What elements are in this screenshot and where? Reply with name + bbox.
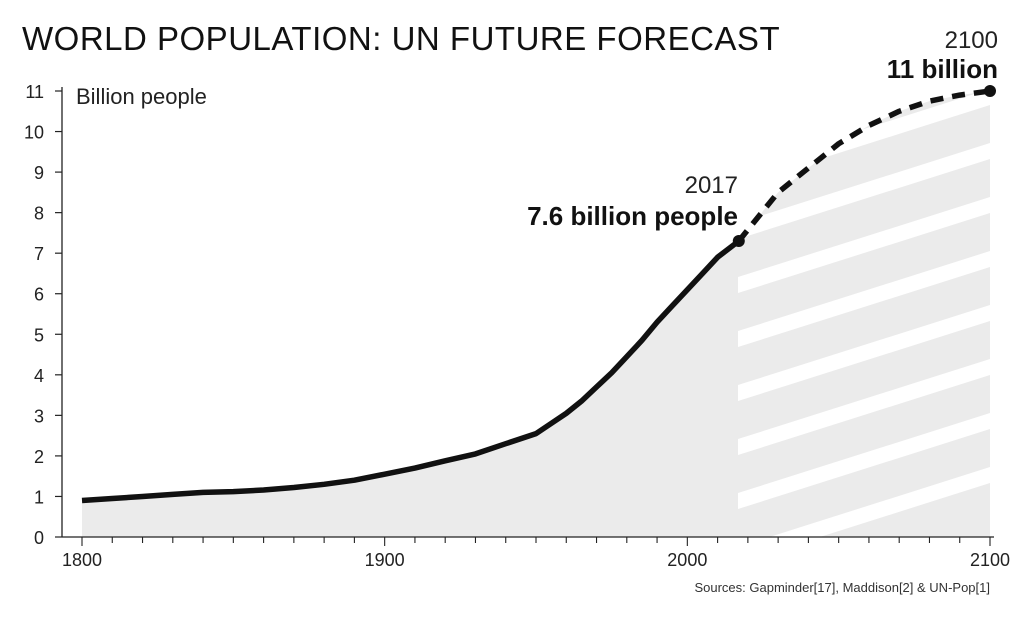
y-tick-label: 6 — [34, 285, 44, 305]
y-axis-label: Billion people — [76, 84, 207, 109]
y-tick-label: 8 — [34, 204, 44, 224]
forecast-stripe — [738, 89, 990, 185]
y-tick-label: 7 — [34, 244, 44, 264]
series-lines — [81, 88, 991, 504]
annotation-2017-year: 2017 — [685, 172, 738, 199]
forecast-stripe — [738, 197, 990, 293]
markers — [732, 85, 996, 248]
area-layer — [82, 91, 990, 537]
forecast-stripe — [738, 359, 990, 455]
point-marker-2017 — [732, 235, 745, 248]
area-fill — [82, 91, 990, 537]
annotation-2100-value: 11 billion — [887, 54, 998, 84]
forecast-stripe — [738, 305, 990, 401]
chart-title: WORLD POPULATION: UN FUTURE FORECAST — [22, 20, 781, 57]
forecast-stripe — [738, 251, 990, 347]
point-marker-2100 — [984, 85, 996, 97]
forecast-stripe — [738, 80, 899, 131]
forecast-stripe — [766, 467, 990, 538]
forecast-line — [736, 88, 991, 243]
x-tick-label: 2000 — [667, 550, 707, 570]
forecast-stripes — [738, 80, 990, 538]
y-tick-label: 3 — [34, 406, 44, 426]
y-tick-label: 10 — [24, 123, 44, 143]
annotation-2100-year: 2100 — [945, 27, 998, 54]
y-tick-label: 0 — [34, 528, 44, 548]
historical-line — [81, 238, 741, 504]
y-tick-label: 9 — [34, 163, 44, 183]
y-tick-label: 5 — [34, 325, 44, 345]
y-tick-label: 2 — [34, 447, 44, 467]
x-tick-label: 2100 — [970, 550, 1010, 570]
annotation-2017-value: 7.6 billion people — [527, 201, 738, 231]
y-tick-label: 4 — [34, 366, 44, 386]
y-tick-label: 1 — [34, 487, 44, 507]
x-tick-label: 1800 — [62, 550, 102, 570]
source-note: Sources: Gapminder[17], Maddison[2] & UN… — [694, 580, 990, 595]
axes: 0 1 2 3 4 5 6 7 8 9 10 11 1800 1900 2000 2100 — [24, 82, 1010, 570]
forecast-stripe — [738, 143, 990, 239]
x-tick-label: 1900 — [365, 550, 405, 570]
y-tick-label: 11 — [25, 82, 44, 102]
forecast-stripe — [738, 413, 990, 509]
